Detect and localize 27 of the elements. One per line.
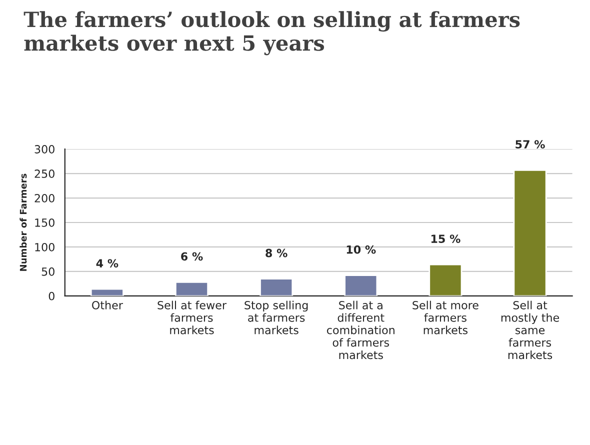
bar [428,264,462,296]
y-tick-label: 300 [34,145,54,154]
x-tick-label: Sell at fewer farmers markets [158,300,227,334]
bar [90,288,124,296]
y-tick-label: 50 [42,267,54,276]
x-tick-label: Sell at more farmers markets [412,300,478,334]
annotation: 8 % [266,248,288,258]
x-tick-label: Sell at mostly the same farmers markets [501,300,560,360]
y-tick-label: 200 [34,194,54,202]
bar [513,169,547,296]
x-tick-label: Sell at a different combination of farmers markets [326,300,394,360]
x-tick-label: Other [92,300,123,310]
bar [260,278,294,296]
y-axis-title: Number of Farmers [20,174,27,271]
annotation: 4 % [96,259,118,268]
annotation: 6 % [181,252,203,261]
y-tick-label: 100 [35,242,54,252]
annotation: 10 % [346,245,376,254]
y-tick-label: 150 [35,218,54,227]
bar [344,274,378,296]
annotation: 15 % [431,234,460,243]
y-tick-label: 250 [34,170,54,178]
bar [174,282,209,296]
chart-title: The farmers’ outlook on selling at farmers markets over next 5 years [24,11,520,56]
x-tick-label: Stop selling at farmers markets [244,300,308,334]
annotation: 57 % [516,140,545,149]
y-tick-label: 0 [48,292,54,300]
